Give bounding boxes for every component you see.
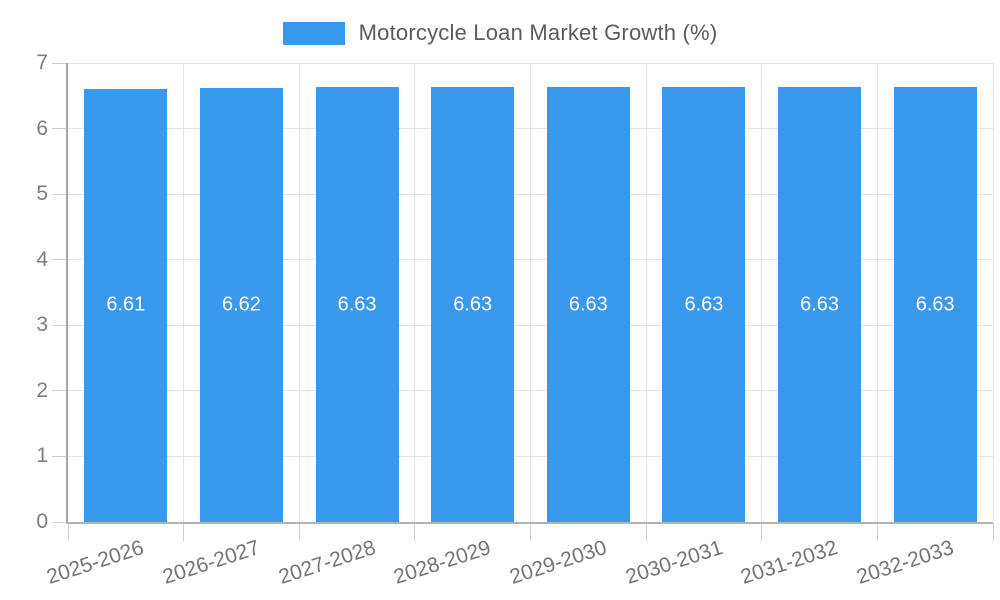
bar-2025-2026[interactable]: 6.61 [84,88,168,522]
y-axis-tick [52,128,68,130]
bar-2031-2032[interactable]: 6.63 [778,87,862,522]
x-axis-tick [761,523,763,541]
x-axis-tick [67,523,69,541]
bar-value-label: 6.61 [106,293,146,316]
y-axis-tick [52,324,68,326]
bar-2027-2028[interactable]: 6.63 [315,87,399,522]
gridline-vertical [645,63,647,522]
gridline-vertical [876,63,878,522]
x-axis-tick [530,523,531,541]
gridline-vertical [761,63,763,522]
chart-title: Motorcycle Loan Market Growth (%) [358,20,718,45]
bar-2026-2027[interactable]: 6.62 [199,87,283,522]
x-axis-category-label: 2026-2027 [159,536,263,589]
y-axis-tick [52,62,68,64]
x-axis-category-label: 2028-2029 [391,536,494,589]
bar-2030-2031[interactable]: 6.63 [662,87,746,522]
y-axis-tick [52,455,68,457]
legend-swatch [282,21,345,45]
gridline-vertical [992,63,994,522]
y-axis-tick-label: 5 [36,182,48,206]
bar-value-label: 6.63 [568,293,608,316]
y-axis-tick [52,193,68,195]
y-axis-tick-label: 6 [36,116,48,140]
x-axis-category-label: 2029-2030 [506,536,610,589]
bar-value-label: 6.63 [684,293,724,316]
x-axis-tick [414,523,416,541]
y-axis-tick-label: 4 [36,247,48,271]
bar-value-label: 6.62 [221,293,261,316]
bar-value-label: 6.63 [800,293,840,316]
x-axis-tick [992,523,994,541]
bar-value-label: 6.63 [915,293,955,316]
gridline-vertical [183,63,185,522]
bar-2029-2030[interactable]: 6.63 [546,87,630,522]
x-axis-tick [876,523,878,541]
x-axis-category-label: 2030-2031 [622,536,726,589]
gridline-vertical [414,63,416,522]
bar-2028-2029[interactable]: 6.63 [431,87,515,522]
bar-2032-2033[interactable]: 6.63 [893,87,977,522]
x-axis-tick [183,523,185,541]
y-axis-tick-label: 2 [36,378,48,402]
x-axis-category-label: 2032-2033 [853,536,957,589]
y-axis-tick [52,521,68,523]
x-axis-category-label: 2025-2026 [44,536,147,589]
bar-value-label: 6.63 [453,293,493,316]
legend[interactable]: Motorcycle Loan Market Growth (%) [0,16,1000,50]
x-axis-category-label: 2031-2032 [738,536,841,589]
y-axis-tick [52,259,68,261]
y-axis-tick-label: 1 [36,444,48,468]
y-axis-line [66,63,68,522]
y-axis-tick [52,390,68,392]
y-axis-tick-label: 3 [36,313,48,337]
x-axis-category-label: 2027-2028 [275,536,379,589]
gridline-vertical [298,63,300,522]
x-axis-tick [645,523,647,541]
bar-value-label: 6.63 [337,293,377,316]
gridline-vertical [530,63,531,522]
y-axis-tick-label: 0 [36,510,48,533]
x-axis-tick [298,523,300,541]
x-axis-line [66,522,993,524]
y-axis-tick-label: 7 [36,51,48,74]
